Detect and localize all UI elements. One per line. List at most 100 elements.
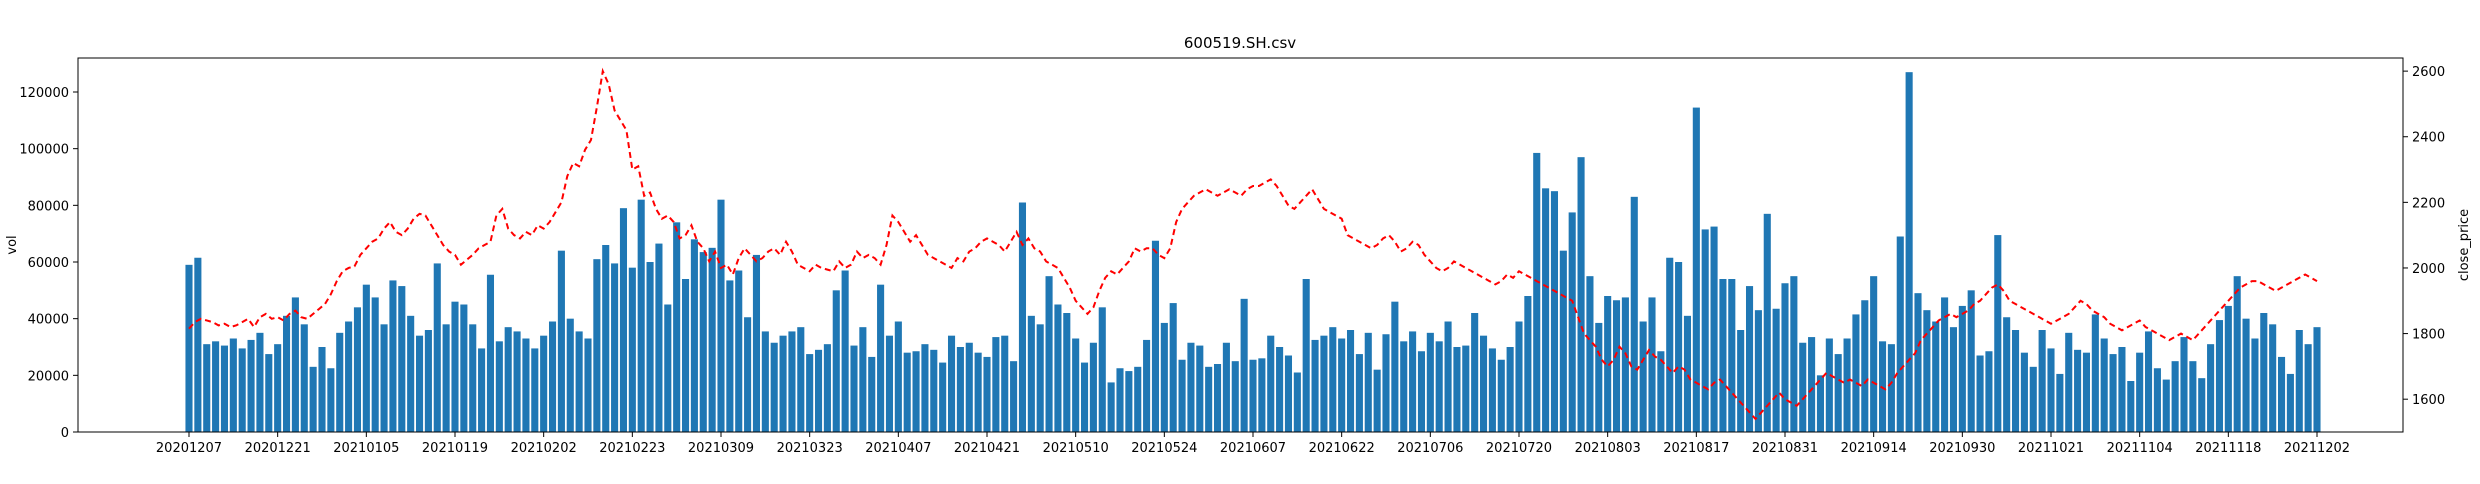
vol-bar [1843,338,1851,432]
vol-bar [1355,354,1363,432]
vol-bar [1453,347,1461,432]
vol-bar [1276,347,1284,432]
vol-bar [761,331,769,432]
vol-bar [407,315,415,432]
x-tick-label: 20210202 [511,441,577,456]
vol-bar [1586,276,1594,432]
vol-bar [1808,337,1816,432]
vol-bar [1604,296,1612,432]
vol-bar [1790,276,1798,432]
vol-bar [1479,335,1488,432]
vol-bar [2109,354,2117,432]
vol-bar [309,366,317,432]
vol-bar [1861,300,1869,432]
vol-bar [1027,315,1035,432]
vol-bar [1781,283,1789,432]
vol-bar [371,297,379,432]
vol-bar [540,335,548,432]
vol-bar [2144,331,2153,432]
vol-bar [744,317,752,432]
vol-bar [1515,321,1523,432]
vol-bar [1417,351,1426,432]
y-axis-label-left: vol [5,235,20,254]
vol-bar [1471,313,1479,432]
vol-bar [513,331,521,432]
vol-bar [726,280,734,432]
vol-bar [265,354,273,432]
vol-bar [930,349,938,432]
vol-bar [327,368,335,432]
y2-tick-label: 2200 [2412,196,2445,211]
vol-bar [1630,196,1638,432]
vol-bar [584,338,592,432]
vol-bar [1054,304,1062,432]
close-price-series [188,67,2318,421]
vol-bar [2215,320,2224,432]
vol-bar [1160,322,1168,432]
vol-bar [868,356,876,432]
vol-bar [965,342,973,432]
vol-bar [1887,344,1895,432]
vol-bar [823,344,831,432]
vol-bar [1799,342,1807,432]
x-tick-label: 20210914 [1841,441,1907,456]
vol-bar [380,324,388,432]
vol-bar [389,280,397,432]
vol-bar [1595,322,1603,432]
vol-bar [1338,338,1346,432]
vol-bar [2189,361,2197,432]
vol-bar [619,208,628,432]
vol-bar [442,324,450,432]
vol-bar [2260,313,2268,432]
vol-bar [2082,352,2091,432]
vol-bar [1488,348,1496,432]
vol-bar [1178,359,1186,432]
vol-bar [1612,300,1621,432]
vol-bar [2056,373,2064,432]
vol-bar [1382,334,1390,432]
vol-bar [1914,293,1922,432]
vol-bar [1976,355,1984,432]
x-tick-label: 20210706 [1397,441,1463,456]
vol-bar [2011,330,2020,432]
vol-bar [318,347,326,432]
x-tick-label: 20210831 [1752,441,1818,456]
vol-bar [566,318,574,432]
vol-bar [486,274,495,432]
x-tick-label: 20201207 [156,441,222,456]
vol-bar [1745,286,1754,432]
vol-bar [602,245,610,432]
vol-bar [345,321,353,432]
vol-bar [1010,361,1018,432]
x-tick-label: 20211104 [2107,441,2173,456]
vol-bar [2171,361,2179,432]
vol-bar [1506,347,1514,432]
vol-bar [1710,226,1718,432]
vol-bar [1444,321,1452,432]
vol-bar [673,222,681,432]
vol-bar [2047,348,2055,432]
chart-title: 600519.SH.csv [1184,34,1296,52]
vol-bar [806,354,814,432]
vol-bar [983,356,991,432]
x-tick-label: 20210524 [1131,441,1197,456]
vol-bar [637,199,645,432]
vol-bar [1409,331,1417,432]
vol-bar [1932,321,1940,432]
vol-bar [1701,229,1709,432]
vol-bar [2180,337,2188,432]
vol-bar [877,284,885,432]
vol-bar [1896,236,1904,432]
vol-bar [1240,298,1248,432]
vol-bar [1985,351,1993,432]
vol-bar [894,321,902,432]
vol-bar [220,345,229,432]
vol-bar [2162,379,2170,432]
vol-bar [1391,301,1399,432]
vol-bar [1098,307,1106,432]
vol-bar [478,348,486,432]
vol-bar [1169,303,1177,432]
vol-bar [256,332,264,432]
y-tick-label: 120000 [19,86,69,101]
vol-bar [841,270,849,432]
